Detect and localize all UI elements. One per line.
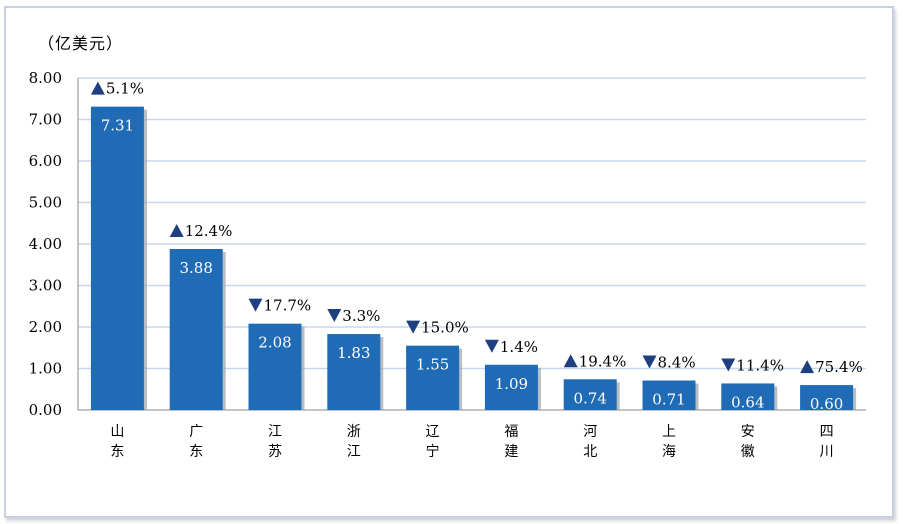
x-category-label: 河 [583,424,597,440]
bar [800,385,854,410]
growth-label: 3.3% [342,307,380,325]
growth-label: 15.0% [421,319,469,337]
y-tick-label: 3.00 [29,277,62,295]
bar-value-label: 0.60 [810,395,843,413]
growth-label: 1.4% [500,338,538,356]
y-tick-label: 1.00 [29,360,62,378]
bar [248,323,302,410]
x-category-label: 浙 [347,424,361,440]
bar [563,379,617,410]
bar [721,383,775,410]
x-category-label: 东 [189,444,203,460]
up-triangle-icon [169,223,184,237]
growth-label: 5.1% [106,80,144,98]
x-category-label: 建 [504,444,518,460]
chart-frame [4,6,894,518]
growth-label: 8.4% [658,354,696,372]
bar-value-label: 0.64 [731,393,764,411]
x-category-label: 辽 [426,424,440,440]
x-category-label: 江 [268,424,282,440]
x-category-label: 海 [662,444,676,460]
x-category-label: 广 [189,424,203,440]
bar [484,364,538,410]
x-category-label: 上 [662,424,676,440]
x-category-label: 江 [347,444,361,460]
bar [406,345,460,410]
y-tick-label: 6.00 [29,152,62,170]
bar [327,334,381,410]
down-triangle-icon [248,298,263,312]
down-triangle-icon [406,320,421,334]
bar [642,380,696,410]
growth-label: 17.7% [264,297,312,315]
x-category-label: 福 [504,424,518,440]
up-triangle-icon [563,354,578,368]
y-tick-label: 0.00 [29,401,62,419]
bar-value-label: 0.74 [573,389,606,407]
down-triangle-icon [484,339,499,353]
y-tick-label: 2.00 [29,318,62,336]
bar-value-label: 1.83 [337,344,370,362]
bar-value-label: 7.31 [101,117,134,135]
bar [169,248,223,410]
down-triangle-icon [642,355,657,369]
y-tick-label: 4.00 [29,235,62,253]
y-axis-unit-label: （亿美元） [38,34,124,53]
growth-label: 19.4% [579,352,627,370]
growth-label: 11.4% [736,356,784,374]
x-category-label: 徽 [741,444,755,460]
y-tick-label: 5.00 [29,194,62,212]
x-category-label: 川 [820,444,834,460]
up-triangle-icon [800,360,815,374]
y-tick-label: 8.00 [29,69,62,87]
bar-value-label: 0.71 [652,391,685,409]
x-category-label: 山 [110,424,124,440]
x-category-label: 安 [741,424,755,440]
up-triangle-icon [90,81,105,95]
y-tick-label: 7.00 [29,111,62,129]
x-category-label: 宁 [426,443,440,460]
x-category-label: 东 [110,444,124,460]
bar [90,106,144,410]
x-category-label: 四 [820,424,834,440]
x-category-label: 苏 [268,444,282,460]
bar-value-label: 2.08 [258,334,291,352]
growth-label: 12.4% [185,222,233,240]
growth-label: 75.4% [815,358,863,376]
down-triangle-icon [327,309,342,323]
bar-value-label: 1.09 [495,375,528,393]
down-triangle-icon [721,358,736,372]
bar-value-label: 3.88 [179,259,212,277]
x-category-label: 北 [583,444,597,460]
bar-value-label: 1.55 [416,356,449,374]
